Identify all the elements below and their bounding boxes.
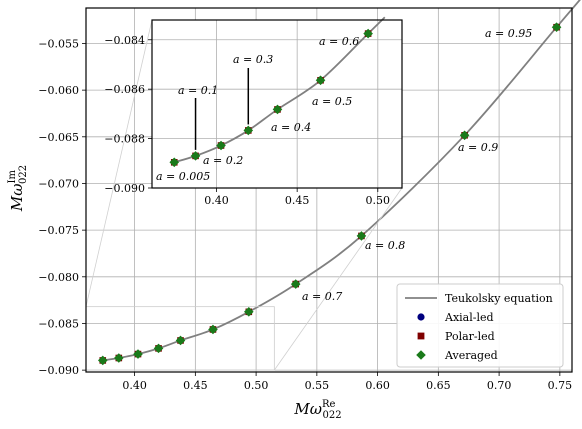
averaged-point: [190, 151, 201, 161]
x-tick-label: 0.40: [122, 379, 147, 392]
x-tick-label: 0.60: [365, 379, 390, 392]
zoom-connector: [273, 187, 403, 371]
inset-point-label: a = 0.5: [312, 95, 352, 108]
inset-point-label: a = 0.6: [319, 35, 359, 48]
legend-label: Polar-led: [445, 330, 495, 343]
inset-y-tick-label: −0.086: [104, 83, 145, 96]
inset-points: [169, 28, 373, 168]
averaged-point: [208, 324, 218, 335]
legend-square-swatch: [417, 332, 425, 340]
x-tick-label: 0.45: [183, 379, 208, 392]
averaged-point: [169, 157, 180, 168]
plot-frame: [85, 7, 573, 373]
averaged-point: [153, 343, 164, 354]
inset-leader-lines: [194, 68, 250, 150]
averaged-point: [290, 279, 301, 289]
averaged-point: [363, 28, 373, 39]
inset-point-label: a = 0.005: [156, 170, 210, 183]
averaged-point: [243, 125, 254, 136]
y-ticks: −0.090 −0.085 −0.080 −0.075 −0.070 −0.065 −0.0…: [38, 37, 86, 377]
x-tick-label: 0.75: [548, 379, 573, 392]
main-annotations: a = 0.7 a = 0.8 a = 0.9 a = 0.95: [302, 27, 532, 303]
point-label: a = 0.7: [302, 290, 342, 303]
inset-x-ticks: 0.40 0.45 0.50: [204, 188, 390, 207]
averaged-point: [133, 349, 143, 359]
inset-y-ticks: −0.090 −0.088 −0.086 −0.084: [104, 34, 152, 195]
y-tick-label: −0.055: [38, 37, 79, 50]
inset-point-label: a = 0.1: [178, 84, 218, 97]
y-tick-label: −0.080: [38, 271, 79, 284]
inset-x-tick-label: 0.45: [285, 194, 310, 207]
y-tick-label: −0.065: [38, 131, 79, 144]
point-label: a = 0.9: [458, 141, 498, 154]
averaged-point: [459, 130, 470, 141]
averaged-point: [315, 75, 326, 86]
averaged-point: [244, 307, 254, 317]
y-tick-label: −0.090: [38, 364, 79, 377]
inset-y-tick-label: −0.084: [104, 34, 145, 47]
x-tick-label: 0.55: [305, 379, 330, 392]
zoom-guide-lines: [85, 19, 403, 371]
y-axis-label: MωIm022: [7, 165, 29, 212]
averaged-point: [175, 335, 186, 346]
inset-point-label: a = 0.4: [271, 121, 311, 134]
x-ticks: 0.40 0.45 0.50 0.55 0.60 0.65 0.70 0.75: [122, 372, 572, 392]
inset-point-label: a = 0.2: [203, 154, 243, 167]
legend-circle-swatch: [417, 313, 425, 321]
legend-box: [396, 283, 564, 368]
inset-x-tick-label: 0.40: [204, 194, 229, 207]
x-tick-label: 0.70: [487, 379, 512, 392]
main-points: [97, 22, 562, 366]
y-tick-label: −0.060: [38, 84, 79, 97]
inset-point-label: a = 0.3: [233, 53, 273, 66]
y-tick-label: −0.070: [38, 177, 79, 190]
y-tick-label: −0.085: [38, 317, 79, 330]
inset-y-tick-label: −0.088: [104, 133, 145, 146]
y-tick-label: −0.075: [38, 224, 79, 237]
averaged-point: [114, 353, 124, 363]
x-tick-label: 0.65: [426, 379, 451, 392]
legend: Teukolsky equation Axial-led Polar-led Aver…: [396, 283, 564, 368]
averaged-point: [97, 355, 108, 366]
legend-label: Averaged: [444, 349, 498, 362]
averaged-point: [272, 104, 283, 115]
inset-y-tick-label: −0.090: [104, 182, 145, 195]
legend-label: Teukolsky equation: [445, 292, 553, 305]
zoom-connector: [85, 19, 153, 307]
inset-frame: [151, 19, 403, 189]
legend-label: Axial-led: [444, 311, 494, 324]
x-axis-label: MωRe 022: [293, 399, 341, 421]
point-label: a = 0.95: [485, 27, 532, 40]
x-tick-label: 0.50: [244, 379, 269, 392]
averaged-point: [551, 22, 562, 33]
averaged-point: [356, 231, 367, 241]
svg-text:MωIm022: MωIm022: [7, 165, 29, 212]
inset-x-tick-label: 0.50: [366, 194, 391, 207]
inset-background: [152, 20, 402, 188]
averaged-point: [216, 140, 226, 151]
point-label: a = 0.8: [365, 239, 405, 252]
legend-diamond-swatch: [416, 350, 426, 360]
